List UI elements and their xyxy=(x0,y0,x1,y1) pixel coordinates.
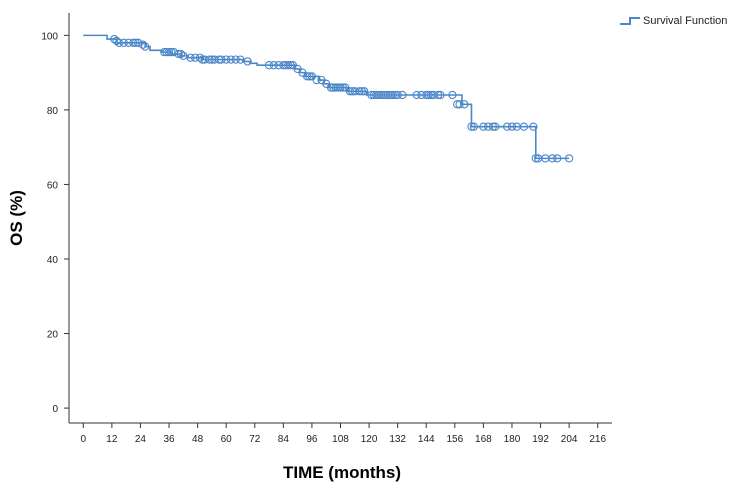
x-tick-label: 144 xyxy=(418,434,435,445)
y-tick-label: 60 xyxy=(47,180,59,191)
x-tick-label: 72 xyxy=(249,434,261,445)
censor-mark xyxy=(231,55,240,64)
censor-mark xyxy=(264,61,274,70)
x-tick-label: 96 xyxy=(306,434,318,445)
censor-mark xyxy=(269,61,278,70)
censor-mark xyxy=(138,40,147,49)
x-axis-title: TIME (months) xyxy=(283,463,401,482)
censor-mark xyxy=(503,122,512,131)
censor-mark xyxy=(243,57,252,66)
survival-curve-line xyxy=(83,34,570,160)
x-tick-label: 48 xyxy=(192,434,204,445)
censor-mark xyxy=(393,90,402,100)
censor-mark xyxy=(226,55,236,64)
censor-mark xyxy=(564,154,574,163)
censor-mark xyxy=(186,53,195,62)
censor-mark xyxy=(345,87,355,96)
x-tick-label: 180 xyxy=(504,434,521,445)
y-axis-title: OS (%) xyxy=(7,190,26,246)
censor-mark xyxy=(312,75,321,85)
censor-mark xyxy=(164,47,174,57)
censor-mark xyxy=(133,38,143,47)
censor-mark xyxy=(436,90,445,100)
censor-mark xyxy=(433,90,443,100)
y-tick-label: 80 xyxy=(47,106,59,117)
censor-mark xyxy=(217,55,226,64)
y-tick-label: 20 xyxy=(47,330,59,341)
legend-label: Survival Function xyxy=(643,15,727,27)
censor-mark xyxy=(424,90,433,100)
plot-area xyxy=(68,13,612,424)
censor-mark xyxy=(303,72,312,81)
censor-mark xyxy=(357,87,367,96)
censor-mark xyxy=(176,49,186,59)
y-tick-label: 40 xyxy=(47,255,59,266)
censor-mark xyxy=(205,55,214,64)
x-tick-label: 108 xyxy=(332,434,349,445)
censor-mark xyxy=(553,154,562,163)
censor-mark xyxy=(529,122,538,131)
censor-mark xyxy=(455,100,464,109)
y-tick-label: 0 xyxy=(52,404,58,415)
x-tick-label: 192 xyxy=(532,434,549,445)
x-tick-label: 24 xyxy=(135,434,147,445)
censor-mark xyxy=(222,55,231,64)
censor-mark xyxy=(360,87,369,96)
censor-mark xyxy=(129,38,138,47)
censor-mark xyxy=(448,90,457,100)
y-tick-label: 100 xyxy=(41,31,58,42)
x-tick-label: 204 xyxy=(561,434,578,445)
x-tick-label: 84 xyxy=(278,434,290,445)
x-tick-label: 120 xyxy=(361,434,378,445)
censor-mark xyxy=(195,53,205,62)
censor-mark xyxy=(283,61,293,70)
censor-mark xyxy=(119,38,128,47)
censor-mark xyxy=(519,122,529,131)
censor-mark xyxy=(412,90,421,100)
x-tick-label: 156 xyxy=(446,434,463,445)
censor-mark xyxy=(488,122,498,131)
legend-swatch-icon xyxy=(620,17,640,25)
censor-mark xyxy=(460,100,469,109)
censor-mark xyxy=(398,90,407,100)
censor-mark xyxy=(338,83,348,92)
censor-mark xyxy=(507,122,517,131)
y-axis-ticks: 0 20 40 60 80 100 xyxy=(41,31,69,415)
censor-mark xyxy=(491,122,500,131)
censor-mark xyxy=(548,154,557,163)
censor-mark xyxy=(467,122,476,131)
censor-mark xyxy=(114,38,124,47)
x-tick-label: 168 xyxy=(475,434,492,445)
censor-mark xyxy=(286,61,295,70)
x-tick-label: 0 xyxy=(81,434,87,445)
x-tick-label: 12 xyxy=(106,434,118,445)
censor-mark xyxy=(336,83,345,92)
survival-curve-group xyxy=(83,34,570,160)
legend: Survival Function xyxy=(620,15,727,27)
x-tick-label: 132 xyxy=(389,434,406,445)
censor-mark xyxy=(174,49,183,59)
censor-mark xyxy=(531,154,540,163)
censor-mark xyxy=(305,72,314,81)
censor-mark xyxy=(388,90,398,100)
x-axis-ticks: 0 12 24 36 48 60 72 84 96 108 120 132 144 156 168 180 19… xyxy=(81,423,606,445)
censor-mark xyxy=(355,87,364,96)
x-tick-label: 216 xyxy=(589,434,606,445)
x-tick-label: 36 xyxy=(163,434,175,445)
censor-mark xyxy=(141,42,150,51)
censor-marks-group xyxy=(110,34,574,163)
censor-mark xyxy=(469,122,479,131)
censor-mark xyxy=(479,122,488,131)
x-tick-label: 60 xyxy=(221,434,233,445)
